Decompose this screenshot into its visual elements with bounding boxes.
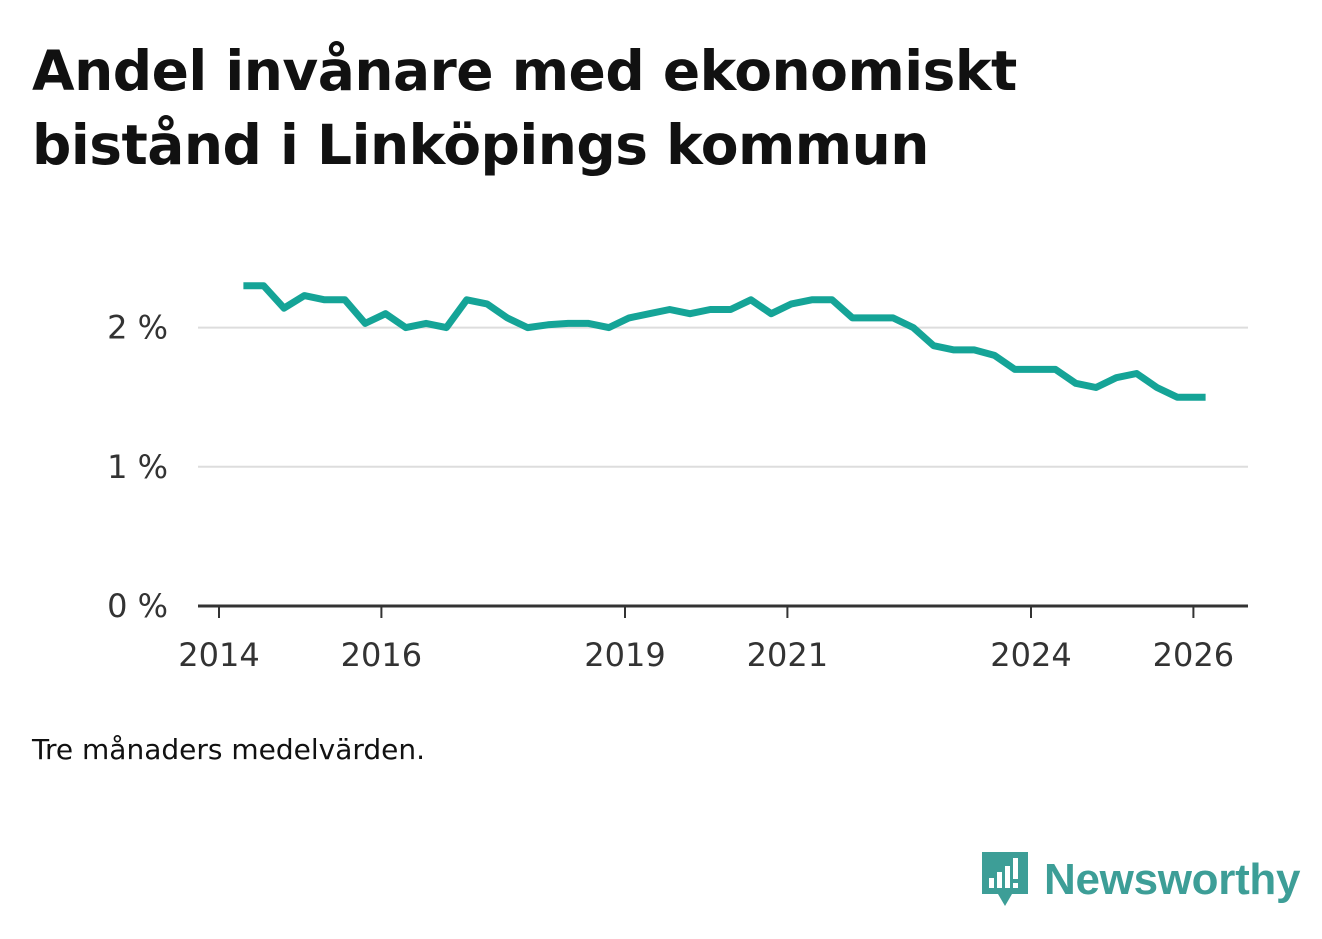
series-line <box>243 282 1206 401</box>
y-tick-label: 2 % <box>107 309 168 347</box>
newsworthy-logo[interactable]: Newsworthy <box>980 848 1300 912</box>
y-tick-label: 0 % <box>107 587 168 625</box>
x-axis <box>198 604 1248 618</box>
series-lines <box>243 282 1206 401</box>
x-tick-label: 2019 <box>584 636 665 674</box>
y-tick-label: 1 % <box>107 448 168 486</box>
x-tick-label: 2014 <box>178 636 259 674</box>
bar-chart-speech-bubble-icon <box>980 848 1030 912</box>
x-tick-label: 2016 <box>341 636 422 674</box>
chart-footnote: Tre månaders medelvärden. <box>32 733 426 766</box>
gridlines <box>198 326 1248 468</box>
y-axis-tick-labels: 0 % 1 % 2 % <box>107 309 168 625</box>
brand-name: Newsworthy <box>1044 855 1301 904</box>
x-tick-label: 2026 <box>1153 636 1234 674</box>
x-axis-tick-labels: 2014 2016 2019 2021 2024 2026 <box>178 636 1234 674</box>
x-tick-label: 2024 <box>990 636 1071 674</box>
x-tick-label: 2021 <box>747 636 828 674</box>
chart-title: Andel invånare med ekonomiskt bistånd i … <box>32 39 1017 177</box>
